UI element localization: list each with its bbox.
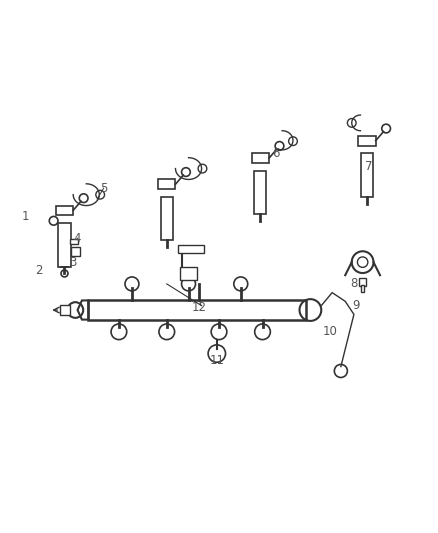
Bar [361,154,373,197]
Bar [158,180,176,189]
Text: 8: 8 [350,277,357,290]
Bar [161,197,173,240]
Text: 12: 12 [192,301,207,314]
Bar [361,285,364,292]
Bar [88,301,306,320]
Bar [70,239,78,244]
Text: 9: 9 [352,299,360,312]
Bar [180,266,197,279]
Bar [178,245,204,254]
Bar [56,206,73,215]
Text: 10: 10 [322,325,337,338]
Bar [58,223,71,266]
Bar [254,171,266,214]
Text: 2: 2 [35,264,42,277]
Text: 11: 11 [209,353,224,367]
Text: 7: 7 [365,160,373,173]
Bar [252,154,269,163]
Bar [358,136,376,146]
Text: 3: 3 [70,256,77,269]
Bar [359,278,366,286]
Bar [71,247,80,256]
Text: 6: 6 [272,147,279,160]
Text: 1: 1 [21,210,29,223]
Text: 5: 5 [100,182,107,195]
Bar [60,305,70,315]
Text: 4: 4 [74,232,81,245]
